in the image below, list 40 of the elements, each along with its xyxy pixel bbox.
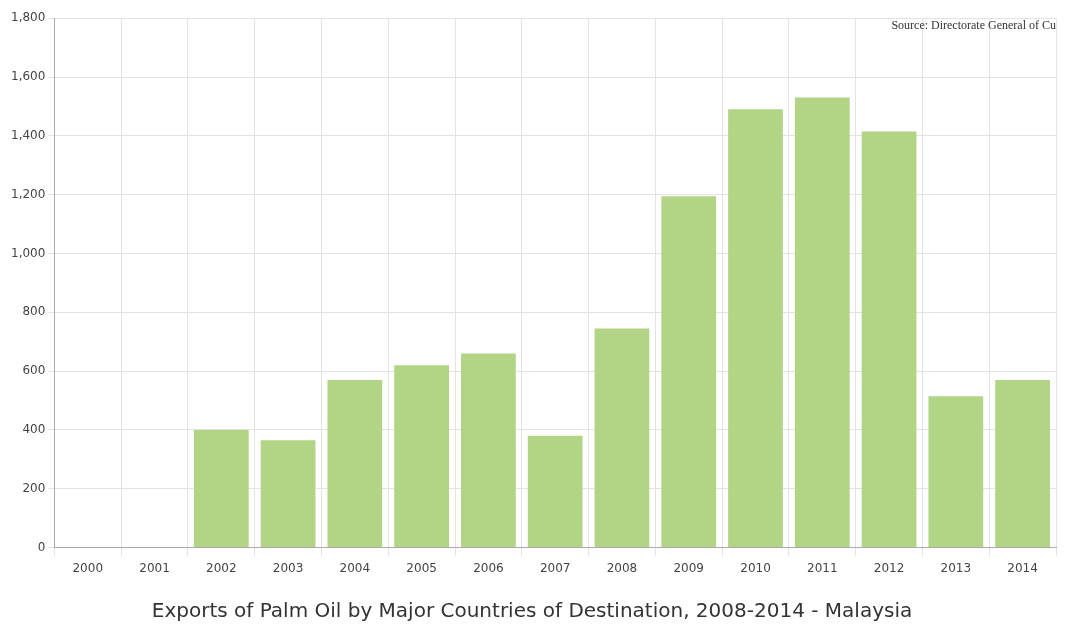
x-tick-label: 2007 <box>539 560 571 575</box>
bar <box>861 131 917 548</box>
x-tick-label: 2002 <box>206 560 237 575</box>
y-tick-label: 400 <box>22 422 46 437</box>
bar <box>394 365 449 548</box>
annotation: Source: Directorate General of Cu <box>891 18 1056 33</box>
bar <box>527 435 583 548</box>
bar <box>928 396 984 548</box>
bar <box>461 353 516 548</box>
x-tick-label: 2012 <box>873 560 905 575</box>
x-tick-label: 2001 <box>139 560 170 575</box>
y-tick-label: 1,200 <box>10 186 46 201</box>
x-tick-label: 2009 <box>673 560 704 575</box>
y-tick-label: 1,800 <box>10 10 46 25</box>
x-tick-label: 2004 <box>339 560 371 575</box>
x-tick-label: 2010 <box>740 560 771 575</box>
text: Exports of Palm Oil by Major Countries of Destination, 2008-2014 - Malaysia <box>151 598 913 623</box>
bar <box>327 379 383 548</box>
bar <box>794 97 850 548</box>
x-tick-label: 2014 <box>1007 560 1038 575</box>
y-tick-label: 200 <box>22 480 46 495</box>
x-tick-label: 2013 <box>940 560 972 575</box>
bar <box>995 379 1050 548</box>
bar <box>594 328 650 548</box>
y-tick-label: 0 <box>37 539 46 554</box>
bar <box>193 429 249 548</box>
y-tick-label: 800 <box>22 304 46 319</box>
bar <box>661 196 717 548</box>
y-tick-label: 1,400 <box>10 127 46 142</box>
x-tick-label: 2008 <box>606 560 638 575</box>
y-tick-label: 600 <box>22 363 46 378</box>
x-tick-label: 2005 <box>406 560 437 575</box>
y-tick-label: 1,000 <box>10 245 46 260</box>
x-tick-label: 2000 <box>72 560 104 575</box>
x-tick-label: 2011 <box>807 560 838 575</box>
x-tick-label: 2006 <box>473 560 504 575</box>
bar <box>728 109 783 548</box>
y-tick-label: 1,600 <box>10 69 46 84</box>
x-tick-label: 2003 <box>272 560 304 575</box>
bar <box>260 440 316 548</box>
